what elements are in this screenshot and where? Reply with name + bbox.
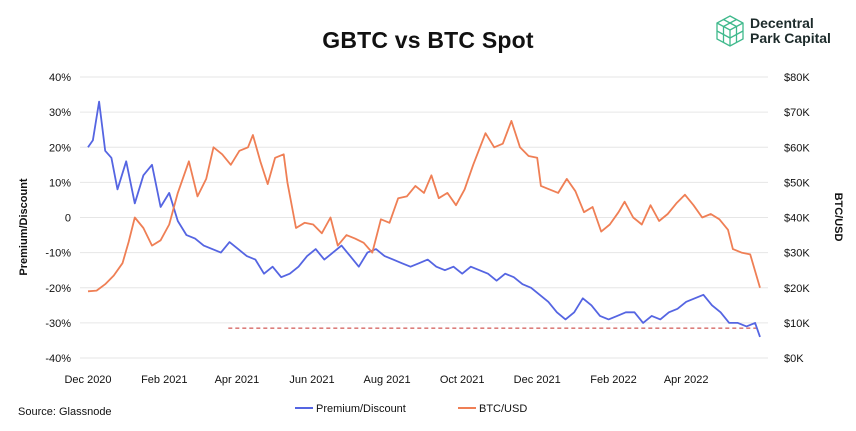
x-tick-label: Aug 2021 bbox=[364, 374, 411, 386]
y-right-tick-label: $30K bbox=[784, 248, 810, 260]
y-right-tick-label: $80K bbox=[784, 72, 810, 84]
x-tick-label: Feb 2022 bbox=[590, 374, 636, 386]
legend-label-btc: BTC/USD bbox=[479, 403, 527, 415]
x-tick-label: Jun 2021 bbox=[289, 374, 334, 386]
btc-usd-line bbox=[87, 120, 761, 293]
x-tick-label: Apr 2021 bbox=[215, 374, 260, 386]
y-right-tick-label: $70K bbox=[784, 107, 810, 119]
y-right-axis-title: BTC/USD bbox=[832, 193, 844, 242]
x-tick-label: Dec 2021 bbox=[514, 374, 561, 386]
y-right-tick-label: $50K bbox=[784, 177, 810, 189]
source-note: Source: Glassnode bbox=[18, 406, 112, 418]
y-right-tick-label: $40K bbox=[784, 213, 810, 225]
premium-discount-line bbox=[87, 100, 761, 338]
y-left-tick-label: 20% bbox=[49, 142, 71, 154]
cube-logo-icon bbox=[716, 15, 744, 47]
y-left-tick-label: 40% bbox=[49, 72, 71, 84]
logo-line-1: Decentral bbox=[750, 15, 814, 31]
grid-lines bbox=[80, 76, 768, 359]
y-left-tick-label: 0 bbox=[65, 213, 71, 225]
legend-label-premium: Premium/Discount bbox=[316, 403, 406, 415]
legend: Premium/Discount BTC/USD bbox=[295, 403, 527, 415]
left-axis: 40% 30% 20% 10% 0 -10% -20% -30% -40% bbox=[45, 72, 71, 365]
y-left-tick-label: 30% bbox=[49, 107, 71, 119]
x-tick-label: Feb 2021 bbox=[141, 374, 187, 386]
x-tick-label: Apr 2022 bbox=[664, 374, 709, 386]
x-axis: Dec 2020 Feb 2021 Apr 2021 Jun 2021 Aug 2021… bbox=[64, 374, 708, 386]
x-tick-label: Oct 2021 bbox=[440, 374, 485, 386]
y-left-tick-label: -10% bbox=[45, 248, 71, 260]
chart-title: GBTC vs BTC Spot bbox=[322, 27, 534, 53]
y-left-tick-label: -30% bbox=[45, 318, 71, 330]
brand-logo: Decentral Park Capital bbox=[714, 14, 854, 50]
logo-line-2: Park Capital bbox=[750, 30, 831, 46]
y-right-tick-label: $60K bbox=[784, 142, 810, 154]
y-left-tick-label: -20% bbox=[45, 283, 71, 295]
series-group bbox=[87, 100, 761, 338]
y-right-tick-label: $0K bbox=[784, 353, 804, 365]
y-right-tick-label: $10K bbox=[784, 318, 810, 330]
x-tick-label: Dec 2020 bbox=[64, 374, 111, 386]
y-right-tick-label: $20K bbox=[784, 283, 810, 295]
y-left-tick-label: -40% bbox=[45, 353, 71, 365]
y-left-axis-title: Premium/Discount bbox=[18, 178, 30, 276]
y-left-tick-label: 10% bbox=[49, 177, 71, 189]
logo-text: Decentral Park Capital bbox=[750, 16, 831, 46]
right-axis: $80K $70K $60K $50K $40K $30K $20K $10K $0K bbox=[784, 72, 810, 365]
